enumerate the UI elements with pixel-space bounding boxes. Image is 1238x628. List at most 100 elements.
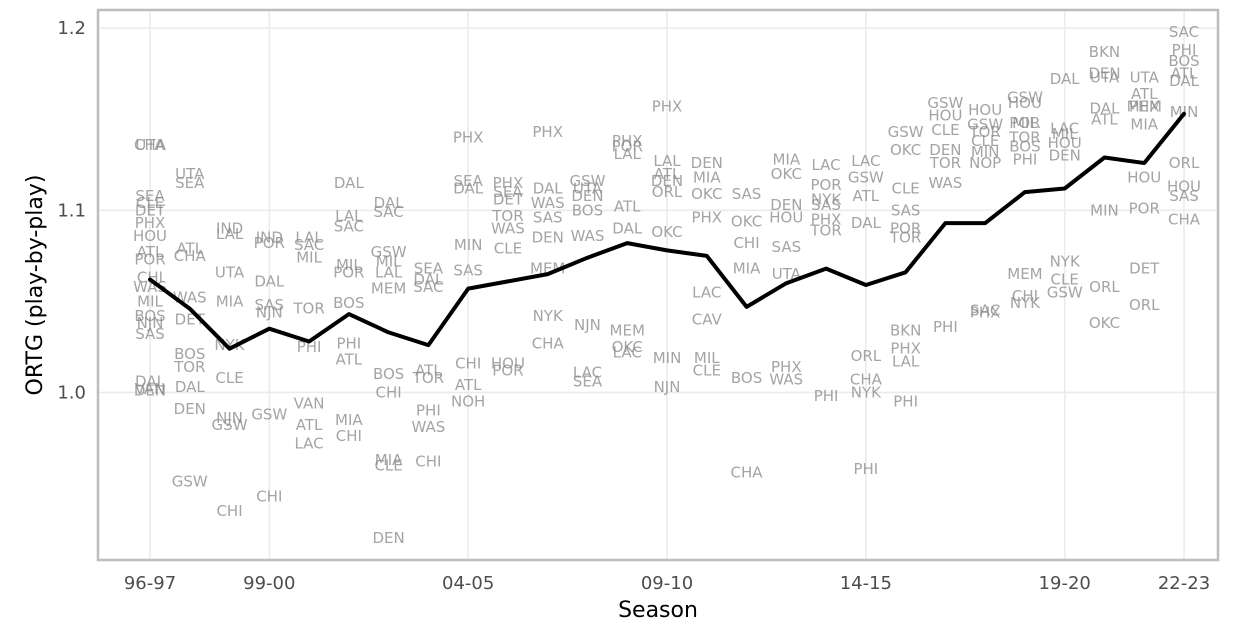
team-label-tor-18-19: TOR	[1008, 128, 1040, 146]
team-label-dal-06-07: DAL	[533, 179, 564, 197]
team-label-ind-98-99: IND	[216, 220, 243, 238]
team-label-hou-05-06: HOU	[491, 354, 525, 372]
team-label-cle-05-06: CLE	[494, 240, 522, 258]
team-label-atl-21-22: ATL	[1131, 85, 1158, 103]
team-label-por-13-14: POR	[810, 176, 841, 194]
team-label-mia-21-22: MIA	[1130, 116, 1158, 134]
team-label-tor-17-18: TOR	[968, 123, 1000, 141]
team-label-dal-19-20: DAL	[1050, 70, 1081, 88]
team-label-bos-18-19: BOS	[1009, 138, 1040, 156]
team-label-phi-03-04: PHI	[416, 402, 441, 420]
team-label-sas-11-12: SAS	[732, 185, 762, 203]
team-label-por-18-19: POR	[1009, 114, 1040, 132]
team-label-lac-08-09: LAC	[613, 343, 642, 361]
team-label-uta-96-97: UTA	[135, 136, 165, 154]
team-label-orl-22-23: ORL	[1169, 154, 1200, 172]
plot-panel-border	[96, 8, 1220, 562]
team-label-hou-21-22: HOU	[1127, 169, 1161, 187]
team-label-mia-98-99: MIA	[216, 292, 244, 310]
team-label-okc-11-12: OKC	[731, 212, 762, 230]
team-label-sea-03-04: SEA	[414, 260, 444, 278]
team-label-njn-99-00: NJN	[256, 303, 283, 321]
team-label-min-17-18: MIN	[971, 143, 1000, 161]
league-average-line	[148, 111, 1186, 351]
team-label-phx-15-16: PHX	[890, 340, 921, 358]
team-label-tor-03-04: TOR	[412, 369, 444, 387]
team-label-den-12-13: DEN	[770, 196, 802, 214]
team-label-dal-22-23: DAL	[1169, 72, 1200, 90]
team-label-chi-01-02: CHI	[336, 427, 362, 445]
team-label-nop-17-18: NOP	[969, 154, 1001, 172]
team-label-den-10-11: DEN	[691, 154, 723, 172]
team-label-ind-99-00: IND	[256, 229, 283, 247]
team-label-hou-16-17: HOU	[928, 107, 962, 125]
team-label-dal-03-04: DAL	[413, 271, 444, 289]
team-label-bos-22-23: BOS	[1168, 52, 1199, 70]
team-label-hou-19-20: HOU	[1048, 134, 1082, 152]
team-label-cle-10-11: CLE	[693, 362, 721, 380]
team-label-sac-01-02: SAC	[334, 218, 364, 236]
team-label-hou-12-13: HOU	[769, 209, 803, 227]
team-label-lal-09-10: LAL	[653, 152, 681, 170]
team-label-njn-09-10: NJN	[654, 378, 681, 396]
team-label-gsw-97-98: GSW	[172, 473, 208, 491]
team-label-mem-21-22: MEM	[1127, 98, 1162, 116]
team-label-phi-01-02: PHI	[336, 334, 361, 352]
team-label-bos-97-98: BOS	[174, 345, 205, 363]
team-label-dal-99-00: DAL	[254, 272, 285, 290]
team-label-hou-18-19: HOU	[1008, 94, 1042, 112]
team-label-tor-97-98: TOR	[173, 358, 205, 376]
team-label-mia-01-02: MIA	[335, 411, 363, 429]
team-label-okc-15-16: OKC	[890, 141, 921, 159]
team-label-cha-14-15: CHA	[850, 371, 883, 389]
team-label-mem-02-03: MEM	[371, 280, 406, 298]
team-label-phx-08-09: PHX	[612, 132, 643, 150]
team-label-phx-13-14: PHX	[811, 210, 842, 228]
team-label-por-21-22: POR	[1129, 200, 1160, 218]
team-label-gsw-15-16: GSW	[888, 123, 924, 141]
team-label-cle-17-18: CLE	[971, 132, 999, 150]
team-label-okc-09-10: OKC	[651, 223, 682, 241]
team-label-cav-10-11: CAV	[692, 311, 723, 329]
team-label-phx-21-22: PHX	[1129, 98, 1160, 116]
team-label-chi-04-05: CHI	[455, 354, 481, 372]
team-label-mia-02-03: MIA	[375, 451, 403, 469]
team-label-bos-11-12: BOS	[731, 369, 762, 387]
team-label-phi-16-17: PHI	[933, 318, 958, 336]
team-label-okc-20-21: OKC	[1089, 314, 1120, 332]
y-tick-label: 1.2	[57, 18, 86, 39]
y-axis-title: ORTG (play-by-play)	[23, 175, 48, 396]
team-label-phi-00-01: PHI	[297, 338, 322, 356]
team-label-sas-22-23: SAS	[1169, 187, 1199, 205]
team-label-hou-96-97: HOU	[133, 227, 167, 245]
team-label-sea-97-98: SEA	[175, 174, 205, 192]
team-label-por-08-09: POR	[612, 138, 643, 156]
team-label-lac-10-11: LAC	[692, 283, 721, 301]
team-label-sas-06-07: SAS	[533, 209, 563, 227]
team-label-nyk-19-20: NYK	[1050, 252, 1081, 270]
team-label-njn-98-99: NJN	[216, 409, 243, 427]
team-label-cha-96-97: CHA	[134, 136, 167, 154]
team-label-atl-22-23: ATL	[1171, 65, 1198, 83]
team-label-nyk-14-15: NYK	[851, 383, 882, 401]
team-label-phi-14-15: PHI	[853, 460, 878, 478]
team-label-uta-07-08: UTA	[573, 179, 603, 197]
team-label-sea-05-06: SEA	[493, 183, 523, 201]
team-label-mia-10-11: MIA	[693, 169, 721, 187]
team-label-sac-22-23: SAC	[1169, 23, 1199, 41]
team-label-min-09-10: MIN	[653, 349, 682, 367]
team-label-mem-08-09: MEM	[610, 322, 645, 340]
team-label-atl-97-98: ATL	[176, 240, 203, 258]
y-tick-label: 1.0	[57, 382, 86, 403]
team-label-was-07-08: WAS	[571, 227, 605, 245]
team-label-orl-21-22: ORL	[1129, 296, 1160, 314]
team-label-den-02-03: DEN	[372, 529, 404, 547]
team-label-van-96-97: VAN	[135, 380, 166, 398]
x-tick-label: 19-20	[1039, 573, 1091, 594]
team-label-was-03-04: WAS	[411, 418, 445, 436]
team-label-atl-08-09: ATL	[614, 198, 641, 216]
team-label-uta-20-21: UTA	[1090, 68, 1120, 86]
team-label-cha-22-23: CHA	[1168, 210, 1201, 228]
team-label-okc-08-09: OKC	[612, 338, 643, 356]
team-label-mem-06-07: MEM	[530, 260, 565, 278]
